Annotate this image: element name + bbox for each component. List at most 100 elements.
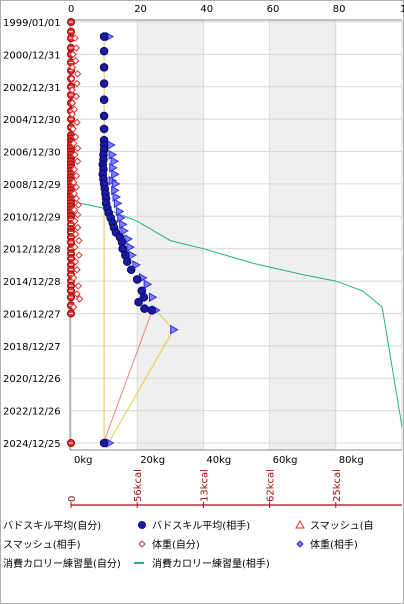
top-tick-label: 80 [333, 4, 346, 15]
y-tick-label: 2010/12/29 [3, 212, 61, 223]
y-tick-label: 2014/12/28 [3, 277, 61, 288]
legend-marker [296, 540, 304, 548]
red-diamond-point [72, 172, 81, 180]
blue-circle-point [99, 124, 109, 134]
y-tick-label: 2012/12/28 [3, 245, 61, 256]
bottom-tick-label: 80kg [339, 455, 364, 466]
red-diamond-point [73, 266, 81, 274]
red-diamond-point [73, 144, 82, 153]
red-diamond-point [71, 230, 80, 238]
kcal-tick-label: 62kcal [266, 469, 277, 502]
y-tick-label: 2018/12/27 [3, 342, 61, 353]
red-diamond-point [73, 223, 82, 232]
bottom-tick-label: 0kg [74, 455, 93, 466]
red-diamond-point [73, 70, 82, 78]
red-diamond-point [72, 92, 81, 101]
y-tick-label: 2024/12/25 [3, 439, 61, 450]
red-diamond-point [68, 63, 77, 72]
red-diamond-point [74, 282, 82, 290]
red-diamond-point [67, 74, 76, 83]
legend-label: バドスキル平均(相手) [152, 519, 250, 532]
red-diamond-point [73, 157, 82, 165]
blue-circle-point [99, 32, 109, 41]
red-diamond-point [71, 151, 79, 159]
band-20-40 [137, 20, 204, 450]
blue-circle-point [147, 305, 157, 315]
red-diamond-point [70, 165, 79, 174]
legend-marker [138, 540, 146, 548]
red-diamond-point [69, 139, 78, 148]
red-diamond-point [73, 290, 81, 298]
top-tick-label: 10 [400, 4, 404, 15]
blue-triangle-point [132, 260, 141, 270]
red-diamond-point [72, 194, 81, 203]
blue-circle-point [134, 297, 143, 307]
kcal-tick-label: 13kcal [199, 469, 210, 502]
kcal-tick-label: 0 [67, 496, 78, 502]
red-diamond-point [73, 210, 82, 219]
blue-triangle-point [107, 140, 116, 150]
red-diamond-point [69, 274, 78, 282]
background-bands [137, 20, 336, 450]
red-diamond-point [69, 50, 77, 59]
kcal-axis: 0 56kcal 13kcal 62kcal 25kcal [67, 469, 402, 508]
blue-circle-point [99, 63, 109, 72]
red-diamond-point [74, 201, 82, 209]
y-tick-label: 2022/12/26 [3, 407, 61, 418]
legend-label: スマッシュ(相手) [3, 538, 81, 551]
blue-circle-point [99, 111, 109, 121]
legend-label: 体重(相手) [310, 538, 358, 551]
legend-label: バドスキル平均(自分) [3, 519, 101, 532]
blue-circle-point [99, 95, 109, 105]
blue-triangle-point [143, 279, 153, 290]
red-diamond-point [71, 34, 79, 42]
red-diamond-point [69, 303, 78, 311]
bottom-tick-label: 20kg [140, 455, 165, 466]
legend-marker [138, 521, 146, 529]
band-60-80 [269, 20, 336, 450]
blue-triangle-point [113, 198, 123, 209]
blue-circle-point [99, 438, 109, 448]
bottom-tick-label: 40kg [206, 455, 231, 466]
blue-triangle-point [126, 242, 135, 252]
blue-triangle-point [111, 179, 121, 189]
blue-triangle-point [112, 192, 122, 202]
red-diamond-point [71, 257, 80, 266]
blue-triangle-point [120, 226, 129, 236]
red-diamond-point [72, 44, 81, 52]
blue-triangle-point [115, 206, 125, 217]
red-diamond-point [75, 295, 84, 303]
red-diamond-point [70, 105, 79, 114]
teal-series-line [70, 127, 403, 427]
legend-label: 消費カロリー練習量(相手) [152, 557, 270, 570]
red-diamond-point [70, 206, 79, 214]
red-diamond-point [72, 183, 81, 191]
legend-label: 消費カロリー練習量(自分) [3, 557, 121, 570]
blue-circle-point [99, 79, 109, 88]
red-diamond-point [71, 217, 79, 225]
top-tick-label: 60 [267, 4, 280, 15]
y-tick-label: 2008/12/29 [3, 180, 61, 191]
grid [70, 20, 403, 450]
blue-circle-point [140, 304, 149, 313]
pink-series-line [103, 311, 153, 442]
bottom-tick-label: 60kg [273, 455, 298, 466]
tick-labels: 1999/01/01 2000/12/31 2002/12/31 2004/12/30… [3, 4, 404, 466]
red-diamond-point [70, 189, 79, 198]
y-tick-label: 2006/12/30 [3, 148, 61, 159]
y-tick-label: 2020/12/26 [3, 374, 61, 385]
blue-triangle-point [128, 250, 137, 261]
blue-triangle-point [111, 169, 120, 180]
kcal-tick-label: 25kcal [332, 469, 343, 502]
series-marks [67, 18, 179, 448]
blue-triangle-point [110, 156, 120, 167]
legend-label: 体重(自分) [152, 538, 200, 551]
red-diamond-point [71, 243, 79, 251]
red-diamond-point [75, 251, 83, 259]
red-diamond-point [75, 236, 83, 245]
top-tick-label: 20 [134, 4, 147, 15]
top-tick-label: 40 [200, 4, 213, 15]
y-tick-label: 2000/12/31 [3, 50, 61, 61]
red-diamond-point [73, 118, 81, 127]
red-diamond-point [71, 57, 80, 65]
